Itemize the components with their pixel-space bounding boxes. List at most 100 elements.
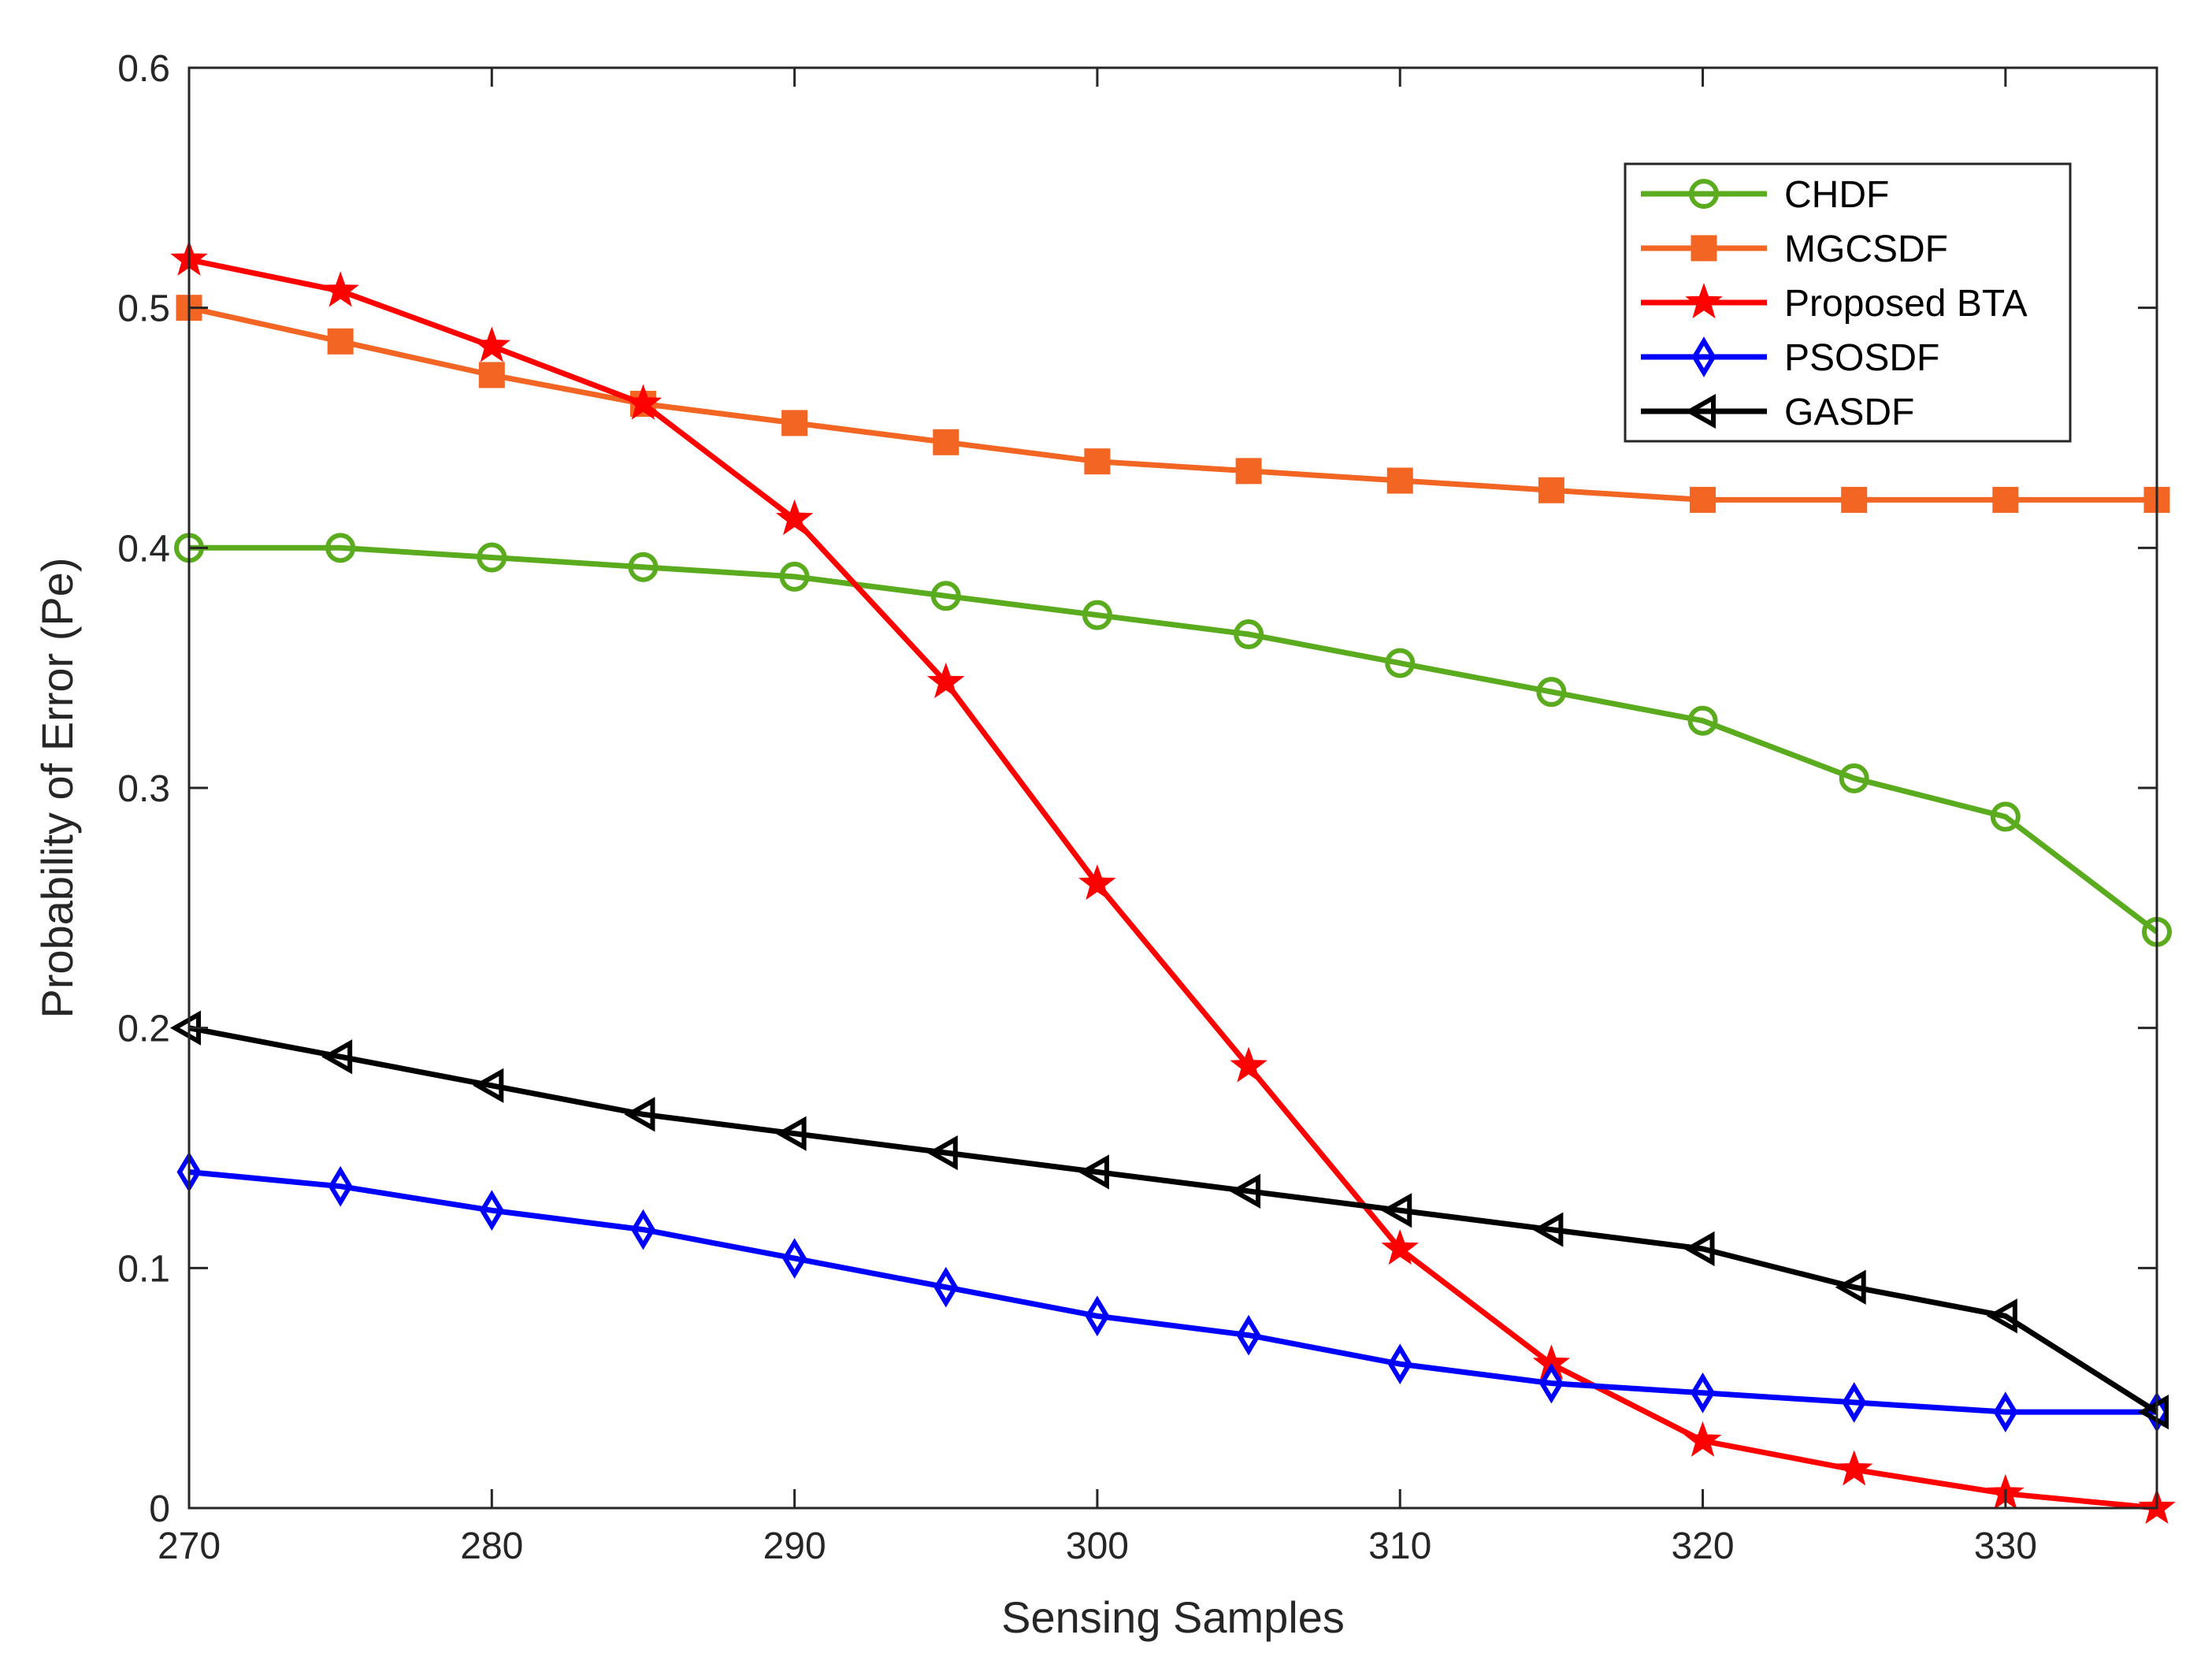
legend-item-chdf: CHDF	[1641, 174, 1889, 216]
data-point-mgcsdf	[1841, 486, 1868, 513]
legend-item-mgcsdf: MGCSDF	[1641, 228, 1948, 270]
x-tick-label: 280	[460, 1525, 523, 1567]
x-tick-label: 300	[1066, 1525, 1129, 1567]
data-point-chdf	[1687, 705, 1718, 736]
data-point-mgcsdf	[933, 429, 959, 455]
y-tick-label: 0	[149, 1488, 170, 1530]
legend-swatch-marker	[1685, 283, 1723, 319]
data-point-mgcsdf	[327, 328, 354, 355]
data-point-gasdf	[321, 1039, 353, 1075]
data-point-gasdf	[1532, 1212, 1564, 1247]
data-point-proposed-bta	[1078, 864, 1116, 901]
y-tick-label: 0.1	[117, 1248, 170, 1290]
x-tick-label: 330	[1974, 1525, 2037, 1567]
y-axis-title: Probability of Error (Pe)	[32, 557, 82, 1018]
data-point-gasdf	[2137, 1394, 2169, 1430]
data-point-gasdf	[1835, 1269, 1866, 1305]
series-line-gasdf	[188, 1025, 2158, 1415]
data-point-gasdf	[1986, 1298, 2017, 1334]
data-point-mgcsdf	[1538, 477, 1564, 503]
data-point-proposed-bta	[926, 662, 965, 699]
data-point-proposed-bta	[1835, 1450, 1873, 1486]
legend-item-gasdf: GASDF	[1641, 392, 1914, 433]
legend-item-psosdf: PSOSDF	[1641, 336, 1939, 379]
data-point-chdf	[1082, 600, 1112, 630]
data-point-psosdf	[479, 1190, 504, 1231]
data-point-proposed-bta	[321, 271, 359, 307]
x-tick-label: 270	[158, 1525, 221, 1567]
data-point-gasdf	[473, 1068, 504, 1103]
series-layer	[169, 240, 2176, 1525]
x-axis-title: Sensing Samples	[1001, 1592, 1345, 1642]
data-point-proposed-bta	[624, 384, 662, 420]
data-point-chdf	[1839, 763, 1869, 793]
data-point-psosdf	[1387, 1343, 1412, 1385]
data-point-chdf	[628, 552, 659, 582]
legend-swatch-marker	[1689, 179, 1719, 209]
legend-label: GASDF	[1784, 392, 1914, 433]
data-point-gasdf	[1229, 1173, 1261, 1209]
data-point-psosdf	[782, 1238, 807, 1279]
data-point-psosdf	[1842, 1382, 1867, 1423]
data-point-gasdf	[775, 1116, 807, 1151]
data-point-proposed-bta	[775, 499, 814, 536]
data-point-psosdf	[1538, 1362, 1564, 1404]
legend: CHDF MGCSDF Proposed BTA PSOSDF GASDF	[1624, 162, 2072, 443]
data-point-psosdf	[1085, 1295, 1110, 1337]
data-point-chdf	[1385, 648, 1416, 678]
data-point-gasdf	[1683, 1231, 1715, 1267]
data-point-psosdf	[933, 1266, 959, 1308]
y-tick-label: 0.2	[117, 1009, 170, 1050]
series-gasdf	[169, 1010, 2169, 1430]
x-tick-label: 290	[763, 1525, 826, 1567]
legend-swatch-marker	[1691, 235, 1717, 262]
series-line-mgcsdf	[188, 305, 2157, 503]
data-point-mgcsdf	[1084, 448, 1111, 475]
data-point-psosdf	[1691, 1372, 1716, 1414]
data-point-chdf	[1234, 619, 1264, 650]
x-tick-label: 320	[1671, 1525, 1734, 1567]
legend-swatch-marker	[1684, 393, 1716, 429]
legend-label: CHDF	[1784, 174, 1889, 216]
legend-label: MGCSDF	[1784, 228, 1948, 270]
data-point-proposed-bta	[473, 326, 510, 362]
data-point-chdf	[477, 542, 507, 573]
data-point-gasdf	[1381, 1193, 1412, 1228]
data-point-mgcsdf	[1235, 458, 1262, 485]
legend-item-proposed-bta: Proposed BTA	[1641, 283, 2028, 325]
data-point-psosdf	[1993, 1391, 2018, 1432]
data-point-chdf	[1990, 801, 2021, 832]
data-point-chdf	[779, 561, 810, 592]
legend-swatch-marker	[1691, 336, 1717, 377]
data-point-mgcsdf	[781, 410, 808, 437]
series-line-chdf	[189, 544, 2159, 934]
y-tick-label: 0.3	[117, 768, 170, 810]
data-point-proposed-bta	[1683, 1421, 1722, 1457]
y-tick-label: 0.6	[117, 48, 170, 90]
data-point-gasdf	[926, 1135, 958, 1171]
data-point-mgcsdf	[1992, 486, 2019, 513]
data-point-mgcsdf	[478, 362, 505, 388]
data-point-mgcsdf	[1690, 486, 1717, 513]
ticks-layer: 270 280 290 300 310 320 330 0 0.1 0.2 0.3 0.4 0.5 0.6	[117, 48, 2157, 1567]
y-tick-label: 0.4	[117, 528, 170, 570]
series-psosdf	[176, 1151, 2169, 1432]
data-point-gasdf	[624, 1097, 655, 1132]
legend-label: PSOSDF	[1784, 337, 1939, 379]
legend-label: Proposed BTA	[1784, 283, 2028, 325]
data-point-mgcsdf	[1386, 467, 1413, 494]
data-point-proposed-bta	[1230, 1046, 1267, 1083]
x-tick-label: 310	[1368, 1525, 1431, 1567]
data-point-psosdf	[328, 1165, 353, 1207]
data-point-chdf	[325, 533, 356, 563]
data-point-chdf	[1536, 677, 1567, 708]
data-point-psosdf	[1236, 1314, 1261, 1356]
data-point-psosdf	[630, 1209, 655, 1250]
data-point-proposed-bta	[1381, 1229, 1420, 1265]
series-line-psosdf	[188, 1169, 2157, 1415]
series-line-proposed-bta	[188, 257, 2158, 1511]
data-point-gasdf	[1078, 1154, 1109, 1190]
data-point-chdf	[930, 581, 961, 611]
y-tick-label: 0.5	[117, 288, 170, 330]
